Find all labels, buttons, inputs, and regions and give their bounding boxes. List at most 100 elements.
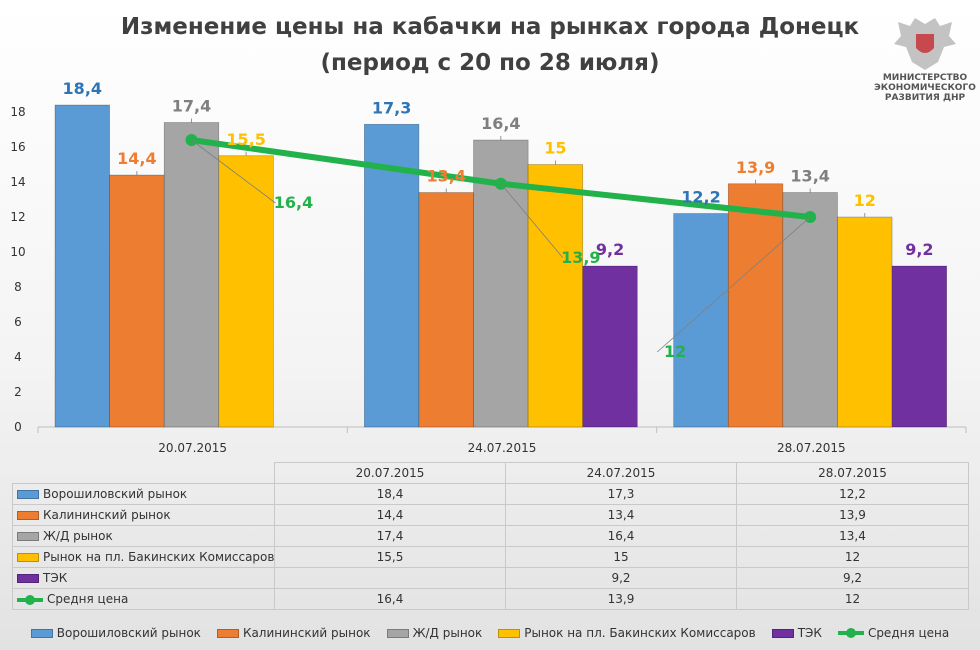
legend-item: Рынок на пл. Бакинских Комиссаров: [498, 626, 756, 640]
table-row-label: ТЭК: [12, 567, 275, 589]
legend-line-icon: [837, 628, 864, 638]
legend-swatch-icon: [386, 628, 409, 638]
table-header-cell: 28.07.2015: [736, 462, 969, 484]
series-swatch-icon: [17, 490, 39, 499]
table-row: Ворошиловский рынок 18,4 17,3 12,2: [12, 483, 969, 505]
bar: [782, 192, 838, 428]
label-leader-line: [656, 216, 811, 353]
series-swatch-icon: [17, 574, 39, 583]
data-table: 20.07.2015 24.07.2015 28.07.2015 Ворошил…: [12, 462, 969, 610]
bar: [364, 123, 420, 428]
x-tick-label: 20.07.2015: [158, 441, 227, 455]
bar: [109, 174, 165, 428]
bar-data-label: 12: [854, 191, 876, 210]
table-row-label: Калининский рынок: [12, 504, 275, 526]
x-tick-label: 24.07.2015: [468, 441, 537, 455]
y-tick-label: 2: [14, 385, 22, 399]
average-line-label: 12: [664, 342, 686, 361]
table-cell: 17,3: [505, 483, 737, 505]
table-cell: 16,4: [505, 525, 737, 547]
legend-swatch-icon: [30, 628, 53, 638]
table-cell: 15,5: [274, 546, 506, 568]
table-row: ТЭК 9,2 9,2: [12, 567, 969, 589]
line-swatch-icon: [17, 594, 43, 605]
label-leader-line: [191, 139, 276, 204]
bar-data-label: 9,2: [905, 240, 933, 259]
bar-data-label: 13,4: [426, 167, 465, 186]
table-cell: 12,2: [736, 483, 969, 505]
table-row-label: Ж/Д рынок: [12, 525, 275, 547]
y-tick-label: 4: [14, 350, 22, 364]
bar-data-label: 17,4: [172, 97, 211, 116]
legend-swatch-icon: [771, 628, 794, 638]
y-tick-label: 18: [10, 105, 25, 119]
logo-text-line-1: МИНИСТЕРСТВО: [883, 73, 968, 83]
bar-data-label: 15,5: [226, 130, 265, 149]
legend-item: Ворошиловский рынок: [30, 626, 201, 640]
label-leader-line: [500, 183, 564, 259]
table-cell: 14,4: [274, 504, 506, 526]
bar-data-label: 18,4: [63, 79, 102, 98]
y-tick-label: 10: [10, 245, 25, 259]
table-cell: 12: [736, 546, 969, 568]
legend-item: Ж/Д рынок: [386, 626, 482, 640]
chart-subtitle: (период с 20 по 28 июля): [321, 50, 660, 76]
logo-shield-icon: [916, 34, 934, 53]
logo-text-line-2: ЭКОНОМИЧЕСКОГО: [874, 83, 976, 93]
bar-data-label: 14,4: [117, 149, 156, 168]
bar-data-label: 13,9: [736, 158, 775, 177]
table-cell: [274, 567, 506, 589]
x-tick-label: 28.07.2015: [777, 441, 846, 455]
y-tick-label: 8: [14, 280, 22, 294]
table-cell: 13,9: [505, 588, 737, 610]
bar: [527, 164, 584, 428]
y-tick-label: 6: [14, 315, 22, 329]
bar: [837, 216, 893, 428]
bar: [727, 183, 784, 428]
y-tick-label: 12: [10, 210, 25, 224]
table-row: Калининский рынок 14,4 13,4 13,9: [12, 504, 969, 526]
table-row: Ж/Д рынок 17,4 16,4 13,4: [12, 525, 969, 547]
bar: [582, 265, 638, 428]
legend-swatch-icon: [216, 628, 239, 638]
bar: [54, 104, 110, 428]
legend: Ворошиловский рынок Калининский рынок Ж/…: [0, 626, 980, 640]
bar: [891, 265, 947, 428]
bar-data-label: 13,4: [790, 167, 829, 186]
table-row: Средня цена 16,4 13,9 12: [12, 588, 969, 610]
legend-swatch-icon: [498, 628, 521, 638]
bar: [218, 155, 274, 428]
legend-item: Калининский рынок: [216, 626, 371, 640]
table-row: Рынок на пл. Бакинских Комиссаров 15,5 1…: [12, 546, 969, 568]
legend-item: ТЭК: [771, 626, 822, 640]
table-cell: 9,2: [505, 567, 737, 589]
chart-title: Изменение цены на кабачки на рынках горо…: [121, 14, 860, 40]
bar: [418, 192, 474, 428]
bar-data-label: 12,2: [681, 188, 720, 207]
y-tick-label: 0: [14, 420, 22, 434]
logo-text-line-3: РАЗВИТИЯ ДНР: [885, 93, 966, 103]
average-line-label: 13,9: [561, 248, 600, 267]
chart-canvas: Изменение цены на кабачки на рынках горо…: [10, 14, 976, 455]
x-axis: 20.07.2015 24.07.2015 28.07.2015: [37, 427, 967, 455]
series-swatch-icon: [17, 553, 39, 562]
table-header-cell: 24.07.2015: [505, 462, 737, 484]
table-header-row: 20.07.2015 24.07.2015 28.07.2015: [12, 462, 969, 484]
table-header-cell: 20.07.2015: [274, 462, 506, 484]
bar-data-label: 9,2: [596, 240, 624, 259]
ministry-logo: МИНИСТЕРСТВО ЭКОНОМИЧЕСКОГО РАЗВИТИЯ ДНР: [874, 18, 976, 103]
table-row-label: Средня цена: [12, 588, 275, 610]
bar-data-label: 16,4: [481, 114, 520, 133]
legend-item: Средня цена: [837, 626, 949, 640]
table-cell: 12: [736, 588, 969, 610]
bar: [673, 213, 729, 428]
table-cell: 18,4: [274, 483, 506, 505]
table-row-label: Ворошиловский рынок: [12, 483, 275, 505]
table-cell: 9,2: [736, 567, 969, 589]
table-cell: 15: [505, 546, 737, 568]
y-tick-label: 14: [10, 175, 25, 189]
table-row-label: Рынок на пл. Бакинских Комиссаров: [12, 546, 275, 568]
table-cell: 17,4: [274, 525, 506, 547]
bar: [163, 122, 220, 428]
